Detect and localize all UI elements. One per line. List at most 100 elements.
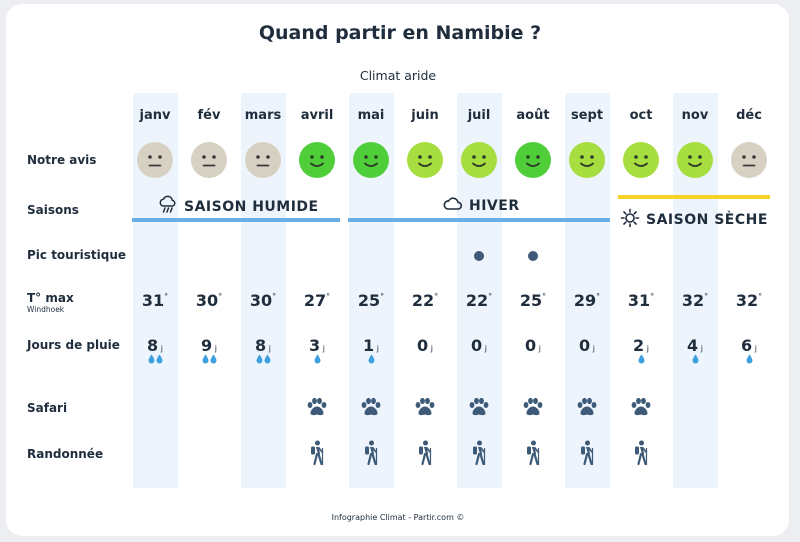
rain-days-value: 9 j	[182, 336, 236, 355]
rain-days-value: 0 j	[506, 336, 560, 355]
temperature-value: 31°	[614, 291, 668, 310]
temperature-number: 22	[411, 291, 435, 310]
season-dry: SAISON SÈCHE	[620, 208, 768, 232]
rain-days-value: 8 j	[128, 336, 182, 355]
row-label-peak: Pic touristique	[27, 248, 127, 262]
raindrop-icon	[668, 354, 722, 368]
raindrop-icon	[182, 354, 236, 368]
neutral-face-icon	[191, 142, 227, 178]
temperature-number: 32	[681, 291, 705, 310]
temperature-number: 25	[519, 291, 543, 310]
smiley-face-icon	[461, 142, 497, 178]
temperature-number: 31	[627, 291, 651, 310]
temperature-value: 27°	[290, 291, 344, 310]
temperature-value: 30°	[182, 291, 236, 310]
raindrop-icon	[722, 354, 776, 368]
hiker-icon	[398, 440, 452, 466]
rain-days-unit: j	[212, 344, 217, 353]
row-sublabel-windhoek: Windhoek	[27, 305, 65, 314]
raindrop-icon	[128, 354, 182, 368]
rain-days-unit: j	[482, 344, 487, 353]
temperature-unit: °	[326, 292, 331, 301]
rain-days-number: 6	[741, 336, 753, 355]
temperature-unit: °	[704, 292, 709, 301]
rain-days-unit: j	[752, 344, 757, 353]
hiker-icon	[506, 440, 560, 466]
rain-days-number: 3	[309, 336, 321, 355]
month-header: mars	[244, 108, 282, 123]
paw-icon	[614, 397, 668, 417]
temperature-number: 29	[573, 291, 597, 310]
rain-days-unit: j	[536, 344, 541, 353]
temperature-unit: °	[272, 292, 277, 301]
raindrop-icon	[290, 354, 344, 368]
paw-icon	[398, 397, 452, 417]
temperature-number: 31	[141, 291, 165, 310]
month-header: sept	[570, 108, 604, 123]
smiley-face-icon	[569, 142, 605, 178]
temperature-unit: °	[596, 292, 601, 301]
rain-days-number: 9	[201, 336, 213, 355]
rain-days-number: 0	[471, 336, 483, 355]
paw-icon	[344, 397, 398, 417]
row-label-hike: Randonnée	[27, 447, 104, 461]
rain-days-unit: j	[266, 344, 271, 353]
row-label-safari: Safari	[27, 401, 68, 415]
smiley-face-icon	[515, 142, 551, 178]
peak-dot-icon	[528, 251, 538, 261]
temperature-value: 30°	[236, 291, 290, 310]
temperature-number: 30	[249, 291, 273, 310]
neutral-face-icon	[137, 142, 173, 178]
temperature-number: 27	[303, 291, 327, 310]
month-header: janv	[139, 108, 171, 123]
rain-days-value: 0 j	[398, 336, 452, 355]
sun-icon	[620, 208, 640, 232]
rain-days-number: 4	[687, 336, 699, 355]
rain-days-value: 0 j	[560, 336, 614, 355]
rain-days-number: 8	[255, 336, 267, 355]
season-wet: SAISON HUMIDE	[158, 195, 319, 219]
season-dry-label: SAISON SÈCHE	[646, 212, 768, 228]
month-header: mai	[357, 108, 385, 123]
temperature-value: 32°	[722, 291, 776, 310]
cloud-icon	[443, 195, 463, 217]
rain-days-unit: j	[320, 344, 325, 353]
smiley-face-icon	[623, 142, 659, 178]
rain-days-unit: j	[158, 344, 163, 353]
rain-days-number: 1	[363, 336, 375, 355]
footer-credit: Infographie Climat - Partir.com ©	[331, 513, 465, 522]
temperature-value: 22°	[398, 291, 452, 310]
rain-days-unit: j	[590, 344, 595, 353]
temperature-unit: °	[218, 292, 223, 301]
hiker-icon	[614, 440, 668, 466]
temperature-unit: °	[488, 292, 493, 301]
season-winter-label: HIVER	[469, 198, 520, 214]
month-header: juil	[467, 108, 491, 123]
temperature-unit: °	[758, 292, 763, 301]
rain-days-unit: j	[428, 344, 433, 353]
peak-dot-icon	[474, 251, 484, 261]
neutral-face-icon	[245, 142, 281, 178]
hiker-icon	[452, 440, 506, 466]
smiley-face-icon	[407, 142, 443, 178]
hiker-icon	[560, 440, 614, 466]
row-label-seasons: Saisons	[27, 203, 79, 217]
month-header: déc	[736, 108, 762, 123]
rain-days-value: 6 j	[722, 336, 776, 355]
temperature-value: 31°	[128, 291, 182, 310]
neutral-face-icon	[731, 142, 767, 178]
row-label-opinion: Notre avis	[27, 153, 97, 167]
rain-days-unit: j	[644, 344, 649, 353]
temperature-value: 32°	[668, 291, 722, 310]
rain-days-value: 1 j	[344, 336, 398, 355]
rain-days-value: 2 j	[614, 336, 668, 355]
smiley-face-icon	[677, 142, 713, 178]
temperature-unit: °	[650, 292, 655, 301]
smiley-face-icon	[353, 142, 389, 178]
season-winter-bar	[348, 218, 610, 222]
season-dry-bar	[618, 195, 770, 199]
temperature-value: 29°	[560, 291, 614, 310]
rain-days-number: 0	[417, 336, 429, 355]
season-wet-label: SAISON HUMIDE	[184, 199, 319, 215]
month-header: fév	[197, 108, 221, 123]
